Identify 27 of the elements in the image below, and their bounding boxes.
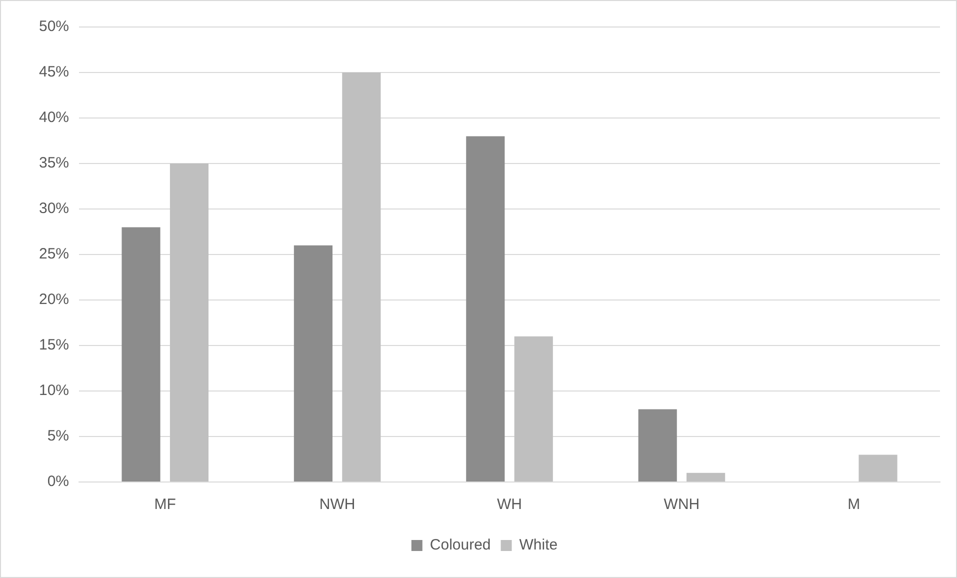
y-tick-label: 0% [47,473,70,490]
y-tick-label: 5% [47,428,70,445]
x-tick-label: WNH [664,496,700,514]
bar [638,409,677,482]
bar [686,472,726,482]
y-tick-label: 30% [38,200,70,218]
x-tick-label: WH [497,496,522,514]
x-tick-label: M [848,496,860,514]
y-tick-label: 25% [38,246,70,263]
bar [514,336,553,482]
bar [122,227,160,482]
y-tick-label: 40% [38,109,70,126]
y-tick-label: 35% [38,154,70,172]
y-tick-label: 50% [38,18,70,36]
y-tick-label: 15% [38,336,70,354]
bar [466,136,505,482]
y-tick-label: 10% [38,382,70,400]
bar [170,164,209,482]
y-tick-label: 45% [38,64,70,81]
bar [294,245,332,482]
legend-label: White [519,536,558,554]
bar [342,72,381,482]
x-tick-label: MF [154,496,176,514]
legend-label: Coloured [430,536,491,554]
y-tick-label: 20% [38,291,70,308]
x-tick-label: NWH [319,496,356,514]
bar [858,454,898,482]
